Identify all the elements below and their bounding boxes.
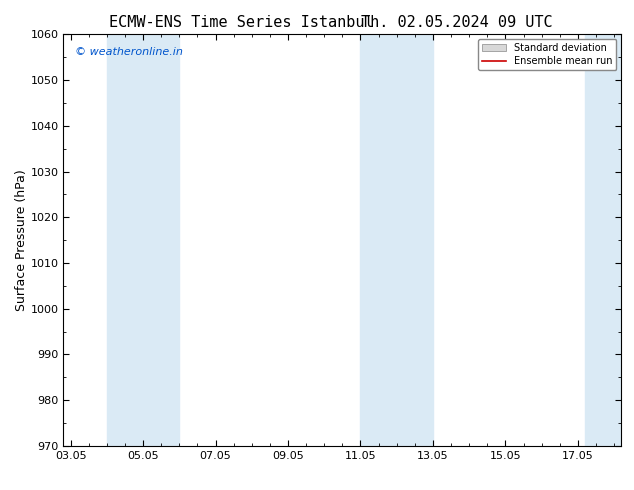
Text: © weatheronline.in: © weatheronline.in bbox=[75, 47, 183, 57]
Text: ECMW-ENS Time Series Istanbul: ECMW-ENS Time Series Istanbul bbox=[108, 15, 373, 30]
Text: Th. 02.05.2024 09 UTC: Th. 02.05.2024 09 UTC bbox=[361, 15, 552, 30]
Bar bbox=[107, 34, 179, 446]
Legend: Standard deviation, Ensemble mean run: Standard deviation, Ensemble mean run bbox=[478, 39, 616, 70]
Y-axis label: Surface Pressure (hPa): Surface Pressure (hPa) bbox=[15, 169, 28, 311]
Bar bbox=[585, 34, 621, 446]
Bar bbox=[361, 34, 433, 446]
